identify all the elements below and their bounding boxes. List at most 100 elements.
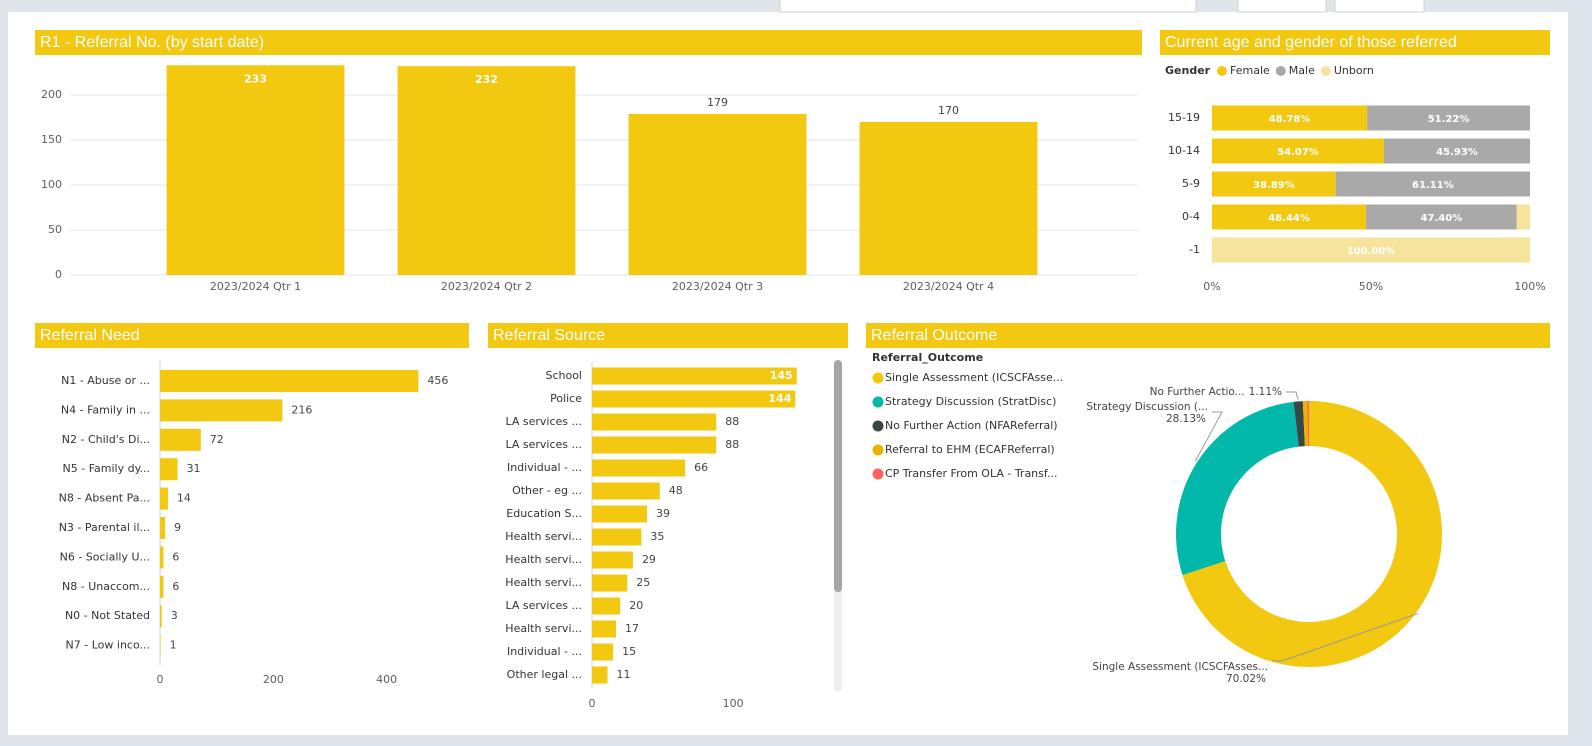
bar — [592, 367, 797, 385]
data-label: 17 — [625, 622, 639, 635]
data-label: 25 — [636, 576, 650, 589]
legend-label: Female — [1230, 64, 1270, 77]
bar — [592, 459, 686, 477]
data-label: 14 — [177, 492, 191, 505]
data-label: 88 — [725, 438, 739, 451]
legend-marker — [872, 372, 884, 384]
donut-slice — [1302, 401, 1308, 447]
data-label: 6 — [172, 580, 179, 593]
y-tick-label: LA services ... — [505, 438, 582, 451]
data-label: 144 — [768, 392, 791, 405]
y-tick-label: Health servi... — [505, 553, 582, 566]
bar — [592, 551, 633, 569]
data-label: 45.93% — [1436, 147, 1478, 158]
leader-line — [1272, 612, 1419, 662]
data-label: 456 — [427, 374, 448, 387]
y-tick-label: N4 - Family in ... — [61, 403, 150, 416]
data-label: 11 — [617, 668, 631, 681]
y-tick-label: N2 - Child's Di... — [62, 433, 150, 446]
bar — [592, 528, 642, 546]
y-tick-label: Education S... — [506, 507, 582, 520]
y-tick-label: 50 — [48, 223, 62, 236]
x-tick-label: 100 — [723, 697, 744, 710]
legend-label: Single Assessment (ICSCFAsse... — [885, 371, 1063, 384]
bar-segment — [1212, 237, 1530, 263]
legend-title: Referral_Outcome — [872, 351, 983, 364]
data-label: 1.11% — [1249, 386, 1282, 398]
x-tick-label: 400 — [376, 673, 397, 686]
data-label: 233 — [244, 72, 267, 85]
donut-slice — [1182, 401, 1443, 668]
legend-marker — [872, 396, 884, 408]
y-tick-label: N7 - Low inco... — [66, 639, 150, 652]
data-label: 29 — [642, 553, 656, 566]
bar-segment — [1335, 171, 1530, 197]
y-tick-label: N3 - Parental il... — [59, 521, 150, 534]
visual-title: Current age and gender of those referred — [1165, 34, 1457, 51]
data-label: 216 — [291, 403, 312, 416]
y-tick-label: N6 - Socially U... — [60, 550, 150, 563]
data-label: 232 — [475, 73, 498, 86]
donut-slice — [1307, 401, 1309, 447]
data-label: 70.02% — [1226, 673, 1266, 685]
y-tick-label: N8 - Absent Pa... — [59, 492, 150, 505]
bar — [397, 66, 576, 275]
data-label: 28.13% — [1166, 413, 1206, 425]
visual-header — [866, 323, 1550, 348]
x-tick-label: 0% — [1203, 280, 1220, 293]
bar — [160, 370, 419, 392]
legend-marker — [1217, 66, 1227, 76]
bar — [592, 620, 616, 638]
data-label: 48.44% — [1268, 213, 1310, 224]
data-label: 15 — [622, 645, 636, 658]
legend-label: CP Transfer From OLA - Transf... — [885, 467, 1057, 480]
bar — [592, 413, 717, 431]
bar — [160, 546, 164, 569]
bar — [160, 605, 162, 628]
legend-label: No Further Action (NFAReferral) — [885, 419, 1058, 432]
bar — [160, 399, 283, 422]
filter-box[interactable] — [779, 0, 1197, 13]
data-label-name: Single Assessment (ICSCFAsses... — [1092, 661, 1268, 673]
bar-segment — [1212, 105, 1368, 131]
y-tick-label: Individual - ... — [507, 461, 582, 474]
bar — [592, 436, 717, 454]
data-label: 31 — [187, 462, 201, 475]
bar — [592, 597, 621, 615]
scrollbar-thumb[interactable] — [834, 360, 842, 592]
y-tick-label: 100 — [41, 178, 62, 191]
visual-header — [35, 30, 1142, 55]
data-label: 66 — [694, 461, 708, 474]
data-label: 9 — [174, 521, 181, 534]
x-tick-label: 2023/2024 Qtr 3 — [672, 280, 763, 293]
legend-marker — [872, 420, 884, 432]
bar — [592, 574, 628, 592]
bar — [166, 65, 345, 275]
data-label: 6 — [172, 550, 179, 563]
data-label: 35 — [650, 530, 664, 543]
legend-label: Referral to EHM (ECAFReferral) — [885, 443, 1055, 456]
data-label: 179 — [707, 96, 728, 109]
visual-title: Referral Outcome — [871, 327, 997, 344]
x-tick-label: 100% — [1514, 280, 1545, 293]
leader-line — [1194, 411, 1223, 462]
visual-title: R1 - Referral No. (by start date) — [40, 34, 264, 51]
data-label: 100.00% — [1347, 246, 1396, 257]
data-label: 47.40% — [1421, 213, 1463, 224]
visual-title: Referral Need — [40, 327, 140, 344]
data-label: 88 — [725, 415, 739, 428]
y-tick-label: N1 - Abuse or ... — [61, 374, 150, 387]
filter-box[interactable] — [1334, 0, 1425, 13]
y-tick-label: N8 - Unaccom... — [62, 580, 150, 593]
bar — [592, 666, 608, 684]
x-tick-label: 0 — [157, 673, 164, 686]
legend-marker — [872, 444, 884, 456]
legend-label: Strategy Discussion (StratDisc) — [885, 395, 1056, 408]
data-label: 170 — [938, 104, 959, 117]
data-label-name: No Further Actio... — [1150, 386, 1245, 398]
y-tick-label: 0 — [55, 268, 62, 281]
data-label: 1 — [170, 639, 177, 652]
y-tick-label: -1 — [1189, 243, 1200, 256]
filter-box[interactable] — [1237, 0, 1327, 13]
visual-header — [35, 323, 469, 348]
